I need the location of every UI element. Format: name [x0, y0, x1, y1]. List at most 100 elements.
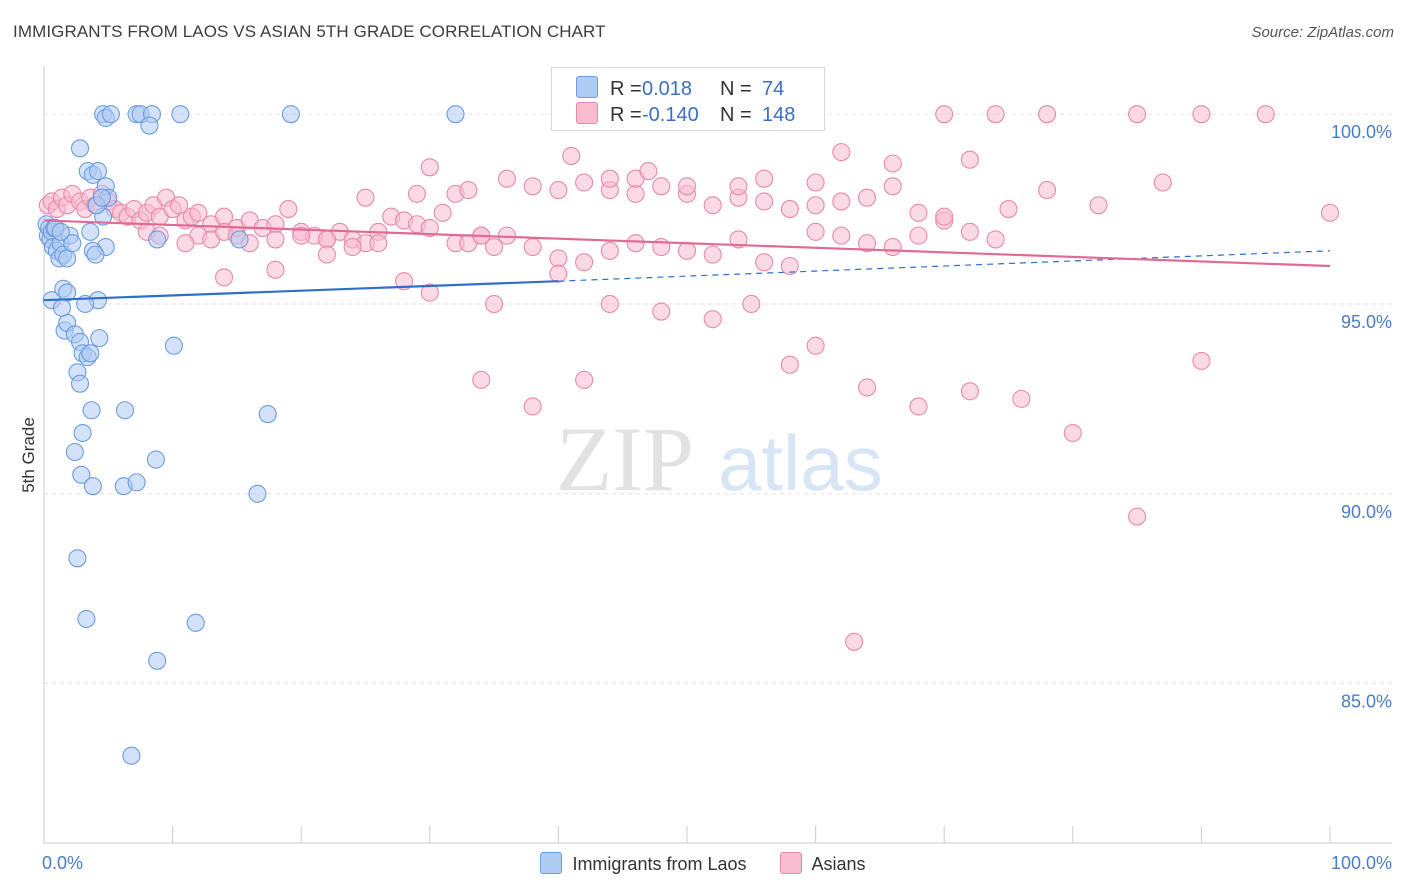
point-asians [266, 260, 285, 279]
point-asians [189, 203, 208, 222]
point-asians [935, 207, 954, 226]
trend-line-laos-extension [558, 250, 1331, 282]
point-asians [639, 162, 658, 181]
legend-n-label: N = [720, 78, 752, 100]
point-asians [1012, 389, 1031, 408]
point-asians [999, 200, 1018, 219]
legend-r-label: R = [610, 78, 642, 100]
point-asians [703, 245, 722, 264]
series-legend: Immigrants from Laos Asians [0, 852, 1406, 875]
point-asians [523, 177, 542, 196]
point-asians [960, 382, 979, 401]
point-asians [729, 230, 748, 249]
point-asians [755, 169, 774, 188]
x-tick-label: 100.0% [1331, 853, 1392, 873]
point-asians [600, 294, 619, 314]
point-asians [806, 196, 825, 215]
y-axis-label: 5th Grade [19, 417, 38, 493]
point-asians [677, 177, 697, 196]
point-asians [266, 230, 285, 249]
point-asians [1153, 173, 1172, 192]
axes [43, 66, 1392, 844]
x-tick-label: 0.0% [42, 853, 83, 873]
point-asians [986, 105, 1005, 124]
y-tick-label: 100.0% [1331, 122, 1392, 142]
point-laos [81, 344, 100, 363]
point-asians [626, 234, 645, 253]
point-asians [549, 181, 568, 200]
legend-swatch-asians [576, 102, 598, 124]
legend-n-value-laos: 74 [762, 78, 785, 100]
point-asians [562, 146, 581, 165]
point-asians [1320, 203, 1340, 222]
legend-swatch-laos [576, 76, 598, 98]
point-asians [742, 294, 761, 314]
point-laos [68, 549, 87, 568]
point-asians [1192, 105, 1211, 124]
point-asians [485, 294, 504, 314]
point-asians [832, 226, 851, 245]
point-asians [523, 237, 542, 257]
point-asians [857, 188, 877, 207]
legend-label-asians: Asians [811, 854, 866, 874]
point-asians [600, 241, 619, 260]
legend-swatch-laos [540, 852, 563, 874]
point-asians [703, 310, 722, 329]
point-asians [459, 181, 478, 200]
y-tick-label: 95.0% [1341, 312, 1392, 332]
point-laos [230, 230, 249, 249]
point-laos [77, 609, 96, 629]
point-laos [127, 473, 146, 492]
point-asians [420, 218, 439, 238]
point-asians [214, 268, 234, 287]
watermark-zip: ZIP [556, 408, 694, 510]
point-asians [549, 264, 568, 283]
legend-r-label: R = [610, 104, 642, 126]
point-laos [258, 404, 277, 424]
point-asians [883, 237, 902, 257]
point-asians [909, 397, 928, 416]
point-asians [420, 283, 439, 302]
point-asians [169, 196, 189, 215]
point-asians [909, 226, 928, 245]
point-asians [755, 253, 774, 272]
point-laos [83, 477, 102, 496]
point-asians [845, 632, 864, 651]
point-asians [806, 222, 825, 241]
point-asians [279, 200, 298, 219]
point-asians [677, 241, 697, 260]
point-asians [652, 177, 671, 196]
point-asians [832, 143, 851, 162]
point-asians [356, 188, 375, 207]
point-asians [909, 203, 928, 222]
point-laos [171, 105, 190, 124]
point-asians [1128, 507, 1147, 526]
point-laos [70, 139, 90, 158]
trend-line-laos [43, 280, 559, 302]
y-tick-label: 85.0% [1341, 692, 1392, 712]
point-laos [72, 465, 91, 484]
point-asians [266, 215, 285, 234]
legend-item-laos: Immigrants from Laos [540, 852, 747, 875]
watermark: ZIP atlas [556, 408, 883, 510]
point-laos [148, 651, 167, 670]
watermark-atlas: atlas [718, 419, 883, 507]
chart-title: IMMIGRANTS FROM LAOS VS ASIAN 5TH GRADE … [13, 22, 606, 41]
legend-n-value-asians: 148 [762, 104, 796, 126]
point-asians [1038, 105, 1057, 124]
point-asians [806, 336, 825, 355]
point-asians [832, 192, 851, 211]
legend-r-value-asians: -0.140 [642, 104, 699, 126]
point-asians [935, 105, 954, 124]
legend-row-laos: R =0.018 N = 74 [576, 76, 784, 102]
point-asians [343, 237, 362, 257]
point-laos [122, 746, 141, 765]
correlation-legend: R =0.018 N = 74 R =-0.140 N = 148 [551, 67, 825, 131]
point-asians [780, 200, 799, 219]
point-laos [51, 222, 70, 241]
trend-lines [43, 219, 1331, 302]
point-laos [70, 374, 90, 393]
point-asians [395, 272, 414, 291]
point-laos [86, 245, 105, 264]
point-asians [485, 237, 504, 257]
